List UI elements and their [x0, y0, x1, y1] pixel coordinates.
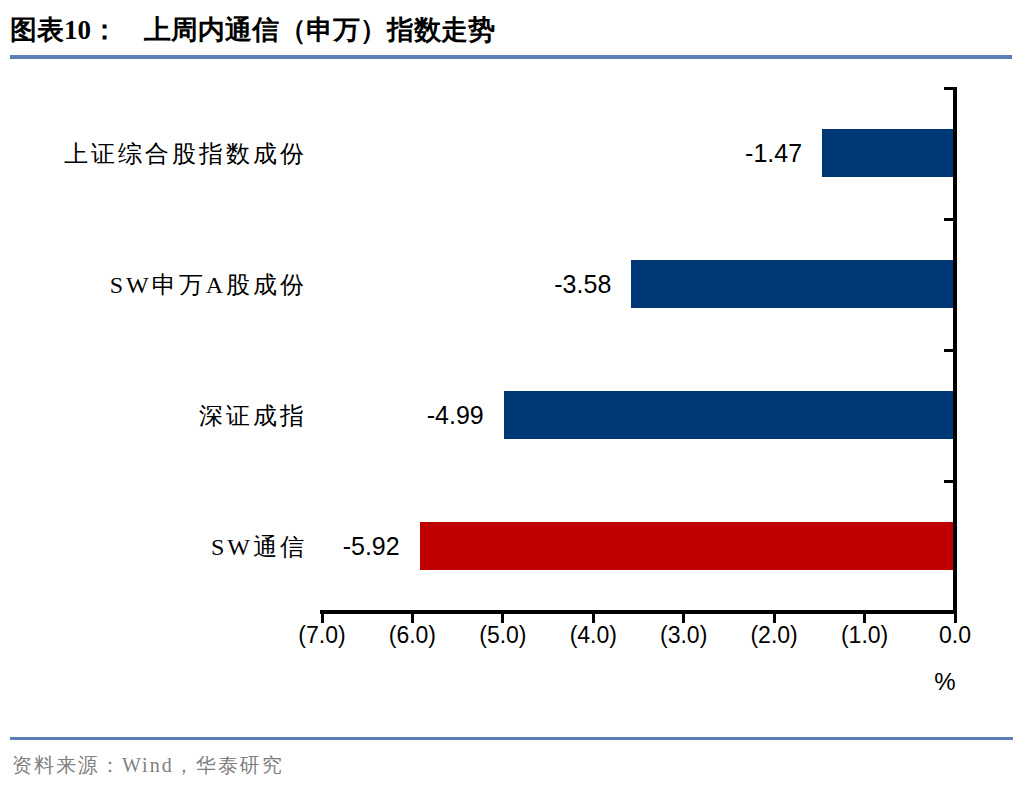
x-axis-tick-label: (5.0)	[458, 622, 548, 649]
value-label: -4.99	[427, 350, 484, 481]
x-axis-tick-label: (6.0)	[367, 622, 457, 649]
bar-segment	[504, 391, 955, 439]
category-label: 上证综合股指数成份	[0, 88, 307, 219]
y-axis-tick	[944, 87, 954, 90]
category-label: SW申万A股成份	[0, 219, 307, 350]
x-axis-tick-label: (1.0)	[820, 622, 910, 649]
x-axis-tick-label: (2.0)	[729, 622, 819, 649]
bar-segment	[631, 260, 955, 308]
y-axis-tick	[944, 218, 954, 221]
x-axis-unit-label: %	[900, 668, 990, 696]
x-axis-tick-label: (3.0)	[639, 622, 729, 649]
chart-row: SW通信 -5.92	[0, 481, 1036, 612]
y-axis-tick	[944, 480, 954, 483]
bar-chart: 上证综合股指数成份-1.47SW申万A股成份-3.58深证成指-4.99SW通信…	[0, 0, 1036, 792]
chart-row: SW申万A股成份 -3.58	[0, 219, 1036, 350]
value-label: -1.47	[745, 88, 802, 219]
value-label: -3.58	[554, 219, 611, 350]
x-axis-line	[320, 610, 957, 614]
x-axis-tick-label: (4.0)	[548, 622, 638, 649]
bar-segment	[822, 129, 955, 177]
x-axis-tick-label: (7.0)	[277, 622, 367, 649]
x-axis-tick-label: 0.0	[910, 622, 1000, 649]
source-attribution: 资料来源：Wind，华泰研究	[12, 752, 284, 779]
chart-row: 深证成指 -4.99	[0, 350, 1036, 481]
footer-separator-line	[10, 737, 1013, 740]
report-figure-page: 图表10：上周内通信（申万）指数走势 上证综合股指数成份-1.47SW申万A股成…	[0, 0, 1036, 792]
bar-segment	[420, 522, 955, 570]
y-axis-tick	[944, 349, 954, 352]
category-label: 深证成指	[0, 350, 307, 481]
category-label: SW通信	[0, 481, 307, 612]
chart-row: 上证综合股指数成份 -1.47	[0, 88, 1036, 219]
value-label: -5.92	[343, 481, 400, 612]
